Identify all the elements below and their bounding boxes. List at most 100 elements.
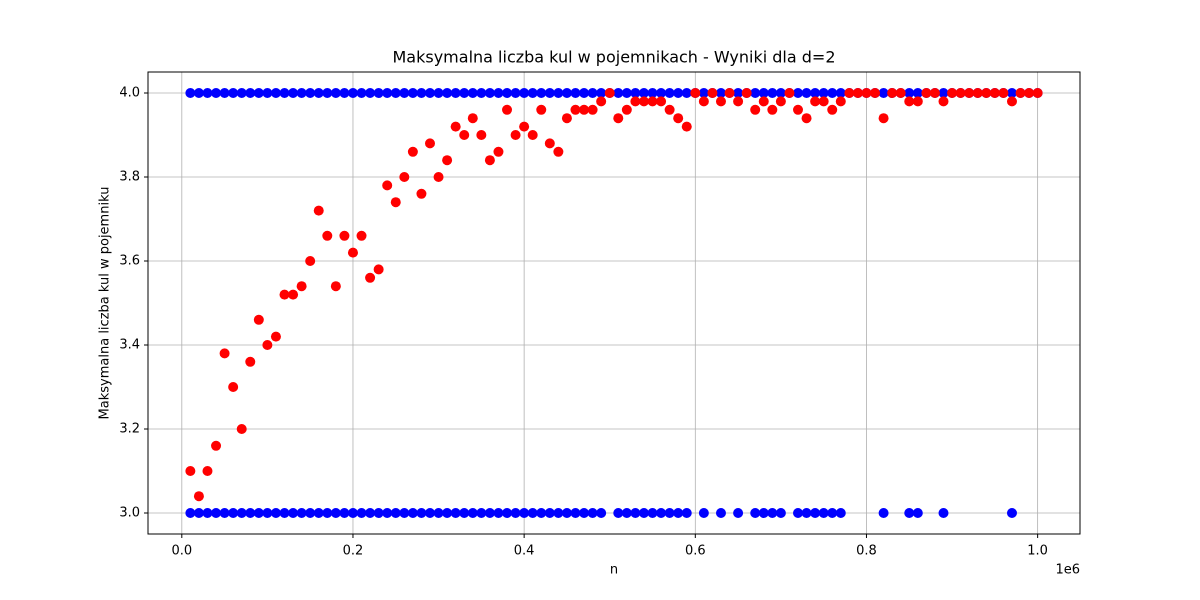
scatter-point — [596, 88, 607, 98]
x-tick-label: 1.0 — [1027, 544, 1048, 559]
scatter-point — [810, 508, 821, 518]
scatter-point — [621, 88, 632, 98]
scatter-point — [305, 256, 316, 266]
scatter-point — [767, 104, 778, 115]
scatter-point — [544, 88, 555, 98]
scatter-point — [253, 314, 264, 325]
scatter-point — [253, 508, 264, 518]
scatter-point — [211, 88, 222, 98]
scatter-point — [253, 88, 264, 98]
scatter-point — [416, 88, 427, 98]
scatter-point — [810, 88, 821, 98]
scatter-point — [211, 440, 222, 451]
scatter-point — [202, 88, 213, 98]
scatter-point — [707, 88, 718, 98]
scatter-point — [698, 96, 709, 107]
scatter-point — [270, 331, 281, 342]
scatter-point — [245, 508, 256, 518]
scatter-point — [502, 104, 513, 115]
scatter-point — [279, 88, 290, 98]
scatter-point — [245, 356, 256, 367]
scatter-point — [390, 508, 401, 518]
scatter-point — [1015, 88, 1026, 98]
scatter-point — [219, 348, 230, 359]
scatter-point — [296, 88, 307, 98]
x-offset-label: 1e6 — [1055, 563, 1080, 578]
scatter-point — [579, 104, 590, 115]
scatter-point — [989, 88, 1000, 98]
scatter-point — [758, 508, 769, 518]
scatter-point — [998, 88, 1009, 98]
scatter-point — [484, 155, 495, 166]
scatter-point — [399, 88, 410, 98]
scatter-point — [433, 508, 444, 518]
scatter-point — [373, 264, 384, 275]
scatter-point — [467, 113, 478, 124]
scatter-point — [484, 508, 495, 518]
scatter-point — [467, 88, 478, 98]
plot-frame — [147, 71, 1081, 535]
scatter-point — [502, 508, 513, 518]
scatter-point — [442, 88, 453, 98]
y-axis-label: Maksymalna liczba kul w pojemniku — [98, 187, 113, 420]
scatter-point — [390, 88, 401, 98]
scatter-point — [604, 88, 615, 98]
scatter-point — [390, 197, 401, 208]
scatter-point — [202, 508, 213, 518]
scatter-point — [733, 88, 744, 98]
scatter-point — [613, 508, 624, 518]
scatter-point — [270, 88, 281, 98]
scatter-point — [570, 104, 581, 115]
scatter-point — [365, 272, 376, 283]
scatter-point — [750, 104, 761, 115]
scatter-point — [279, 508, 290, 518]
scatter-point — [818, 88, 829, 98]
scatter-point — [630, 96, 641, 107]
scatter-point — [399, 508, 410, 518]
scatter-point — [416, 508, 427, 518]
scatter-point — [553, 146, 564, 157]
scatter-point — [775, 96, 786, 107]
scatter-point — [322, 230, 333, 241]
scatter-point — [638, 96, 649, 107]
scatter-point — [193, 88, 204, 98]
scatter-point — [484, 88, 495, 98]
scatter-point — [912, 508, 923, 518]
scatter-point — [912, 88, 923, 98]
scatter-point — [228, 88, 239, 98]
scatter-point — [459, 88, 470, 98]
scatter-point — [638, 508, 649, 518]
scatter-point — [964, 88, 975, 98]
scatter-point — [690, 88, 701, 98]
scatter-point — [793, 104, 804, 115]
scatter-point — [193, 508, 204, 518]
scatter-point — [339, 230, 350, 241]
scatter-point — [347, 88, 358, 98]
scatter-point — [664, 508, 675, 518]
x-tick-label: 0.2 — [343, 544, 364, 559]
scatter-point — [844, 88, 855, 98]
y-tick-label: 3.6 — [119, 254, 140, 269]
scatter-point — [527, 88, 538, 98]
scatter-point — [442, 508, 453, 518]
scatter-point — [758, 88, 769, 98]
scatter-point — [587, 104, 598, 115]
scatter-point — [878, 508, 889, 518]
scatter-point — [313, 205, 324, 216]
scatter-point — [279, 289, 290, 300]
scatter-point — [750, 508, 761, 518]
scatter-point — [322, 508, 333, 518]
scatter-point — [553, 508, 564, 518]
scatter-point — [185, 88, 196, 98]
scatter-point — [382, 88, 393, 98]
scatter-point — [356, 508, 367, 518]
scatter-point — [339, 508, 350, 518]
scatter-point — [202, 466, 213, 476]
scatter-point — [356, 88, 367, 98]
scatter-point — [459, 130, 470, 140]
scatter-point — [818, 96, 829, 107]
scatter-point — [305, 508, 316, 518]
scatter-point — [510, 88, 521, 98]
scatter-point — [621, 104, 632, 115]
scatter-point — [424, 88, 435, 98]
